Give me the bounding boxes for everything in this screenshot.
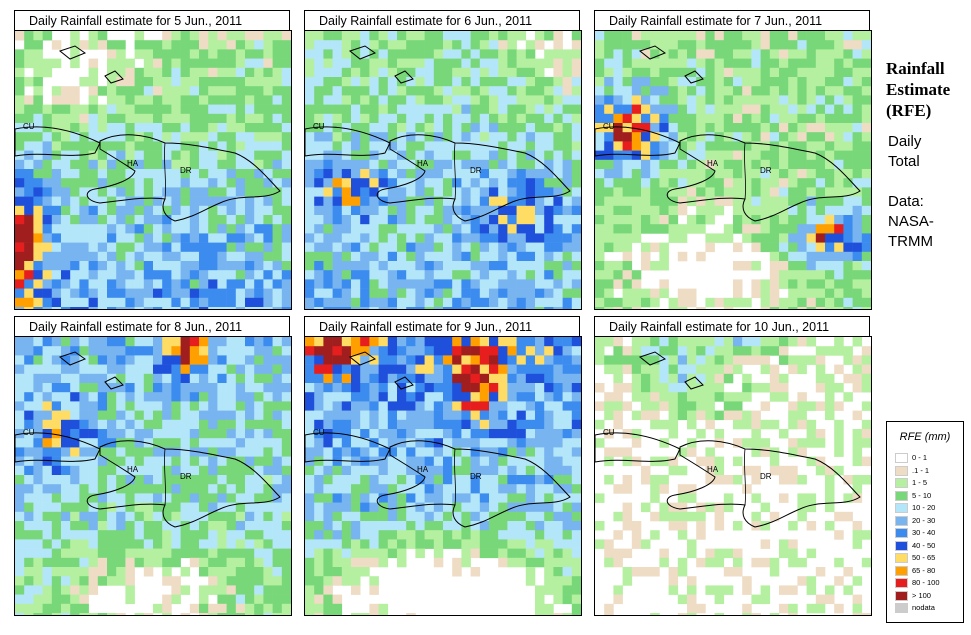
country-label-ha: HA [707, 465, 719, 474]
legend-label: 1 - 5 [912, 478, 928, 487]
legend-item: 65 - 80 [895, 565, 936, 576]
legend-swatch [895, 540, 908, 551]
legend-swatch [895, 478, 908, 488]
country-label-cu: CU [23, 122, 35, 131]
legend-item: 50 - 65 [895, 553, 935, 563]
legend-item: .1 - 1 [895, 465, 930, 476]
country-label-cu: CU [603, 428, 615, 437]
legend-swatch [895, 490, 908, 501]
map-grid: CU HA DR [15, 337, 291, 615]
rainfall-map: CU HA DR [14, 30, 292, 310]
title-line: Estimate [886, 80, 951, 99]
country-label-cu: CU [313, 122, 325, 131]
legend: RFE (mm) 0 - 1 .1 - 1 1 - 5 5 - 10 10 - 20 20… [886, 421, 964, 623]
panel-title: Daily Rainfall estimate for 5 Jun., 2011 [14, 10, 290, 31]
panel-title: Daily Rainfall estimate for 10 Jun., 201… [594, 316, 870, 337]
map-grid: CU HA DR [15, 31, 291, 309]
legend-swatch [895, 578, 908, 588]
legend-item: 30 - 40 [895, 528, 935, 538]
map-grid: CU HA DR [595, 337, 871, 615]
legend-label: 80 - 100 [912, 578, 940, 587]
legend-swatch [895, 603, 908, 613]
legend-label: 65 - 80 [912, 565, 936, 575]
title-line: (RFE) [886, 101, 932, 120]
legend-item: 20 - 30 [895, 515, 936, 526]
legend-item: 1 - 5 [895, 478, 927, 488]
legend-swatch [895, 515, 908, 526]
country-label-ha: HA [127, 465, 139, 474]
country-label-ha: HA [127, 159, 139, 168]
legend-label: 40 - 50 [912, 540, 936, 550]
legend-item: 40 - 50 [895, 540, 936, 551]
subtitle-line: Total [888, 153, 920, 170]
panel-title: Daily Rainfall estimate for 7 Jun., 2011 [594, 10, 870, 31]
country-label-cu: CU [313, 428, 325, 437]
country-label-ha: HA [417, 465, 429, 474]
rainfall-panel-jun-7: Daily Rainfall estimate for 7 Jun., 2011… [594, 10, 872, 312]
panel-title: Daily Rainfall estimate for 9 Jun., 2011 [304, 316, 580, 337]
legend-item: 80 - 100 [895, 578, 940, 588]
legend-label: 50 - 65 [912, 553, 936, 562]
legend-swatch [895, 465, 908, 476]
legend-label: 10 - 20 [912, 503, 936, 512]
legend-swatch [895, 453, 908, 463]
map-subtitle: Daily Total [888, 132, 921, 172]
rainfall-map: CU HA DR [304, 30, 582, 310]
map-grid: CU HA DR [595, 31, 871, 309]
legend-label: 20 - 30 [912, 515, 936, 525]
legend-swatch [895, 553, 908, 563]
legend-title: RFE (mm) [899, 431, 951, 443]
rainfall-map: CU HA DR [304, 336, 582, 616]
rainfall-panel-jun-8: Daily Rainfall estimate for 8 Jun., 2011… [14, 316, 292, 618]
legend-item: nodata [895, 603, 935, 613]
title-line: Rainfall [886, 59, 945, 78]
legend-label: 5 - 10 [912, 490, 932, 500]
legend-label: 30 - 40 [912, 528, 936, 537]
rainfall-panel-jun-10: Daily Rainfall estimate for 10 Jun., 201… [594, 316, 872, 618]
data-source: Data: NASA- TRMM [888, 192, 934, 252]
panel-title: Daily Rainfall estimate for 6 Jun., 2011 [304, 10, 580, 31]
source-line: TRMM [888, 233, 933, 250]
legend-swatch [895, 528, 908, 538]
legend-swatch [895, 503, 908, 513]
source-line: Data: [888, 193, 924, 210]
country-label-dr: DR [180, 166, 192, 175]
legend-item: 10 - 20 [895, 503, 935, 513]
legend-swatch [895, 590, 908, 601]
rainfall-map: CU HA DR [594, 30, 872, 310]
rainfall-panel-jun-9: Daily Rainfall estimate for 9 Jun., 2011… [304, 316, 582, 618]
legend-swatch [895, 565, 908, 576]
rainfall-panel-jun-5: Daily Rainfall estimate for 5 Jun., 2011… [14, 10, 292, 312]
country-label-cu: CU [603, 122, 615, 131]
map-grid: CU HA DR [305, 31, 581, 309]
source-line: NASA- [888, 213, 934, 230]
rainfall-map: CU HA DR [594, 336, 872, 616]
map-grid: CU HA DR [305, 337, 581, 615]
country-label-dr: DR [760, 166, 772, 175]
country-label-ha: HA [417, 159, 429, 168]
legend-label: 0 - 1 [912, 453, 928, 462]
rainfall-map: CU HA DR [14, 336, 292, 616]
country-label-dr: DR [470, 166, 482, 175]
legend-item: 0 - 1 [895, 453, 927, 463]
country-label-ha: HA [707, 159, 719, 168]
legend-label: > 100 [912, 590, 931, 600]
map-title: Rainfall Estimate (RFE) [886, 58, 950, 121]
legend-label: .1 - 1 [912, 465, 930, 475]
panel-title: Daily Rainfall estimate for 8 Jun., 2011 [14, 316, 290, 337]
country-label-cu: CU [23, 428, 35, 437]
country-label-dr: DR [470, 472, 482, 481]
legend-item: > 100 [895, 590, 931, 601]
subtitle-line: Daily [888, 133, 922, 150]
rainfall-panel-jun-6: Daily Rainfall estimate for 6 Jun., 2011… [304, 10, 582, 312]
country-label-dr: DR [760, 472, 772, 481]
legend-label: nodata [912, 603, 935, 612]
legend-item: 5 - 10 [895, 490, 932, 501]
country-label-dr: DR [180, 472, 192, 481]
